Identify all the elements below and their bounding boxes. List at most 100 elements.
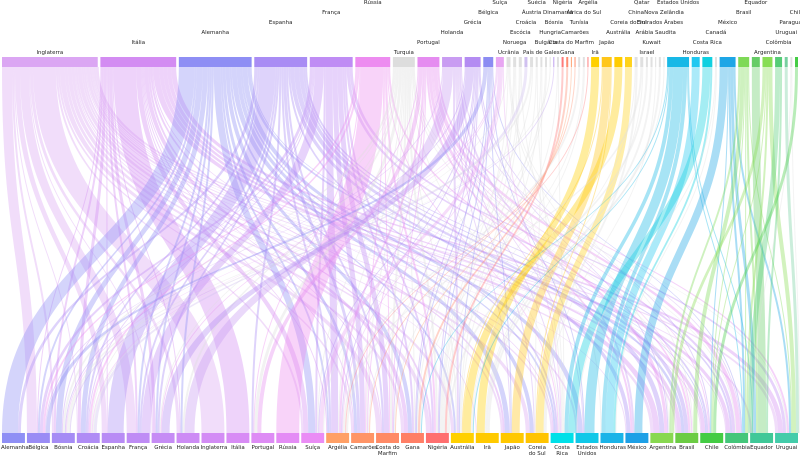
flow bbox=[520, 67, 602, 433]
source-node bbox=[578, 57, 581, 67]
flow bbox=[136, 67, 309, 433]
source-node bbox=[442, 57, 463, 67]
target-node bbox=[575, 433, 599, 443]
flow bbox=[387, 67, 559, 433]
source-node bbox=[762, 57, 773, 67]
flow bbox=[29, 67, 180, 433]
flow bbox=[225, 67, 412, 433]
source-node bbox=[691, 57, 700, 67]
flow bbox=[746, 67, 769, 433]
flow bbox=[441, 67, 520, 433]
flow bbox=[75, 67, 503, 433]
source-node bbox=[561, 57, 564, 67]
target-label: Croácia bbox=[77, 445, 99, 451]
target-node bbox=[650, 433, 674, 443]
flow bbox=[247, 67, 685, 433]
flow bbox=[687, 67, 744, 433]
flow bbox=[315, 67, 326, 433]
flow bbox=[367, 67, 426, 433]
flow bbox=[568, 67, 711, 433]
source-label: Turquia bbox=[393, 50, 414, 56]
source-node bbox=[513, 57, 517, 67]
source-label: Noruega bbox=[502, 40, 527, 46]
source-label: Suécia bbox=[527, 0, 546, 6]
target-node bbox=[625, 433, 649, 443]
flow bbox=[141, 67, 328, 433]
flow bbox=[89, 67, 678, 433]
target-label: Costa Rica bbox=[554, 445, 570, 455]
flow bbox=[155, 67, 212, 433]
flow bbox=[479, 67, 711, 433]
target-label: Japão bbox=[504, 445, 520, 451]
flow bbox=[66, 67, 533, 433]
flow bbox=[461, 67, 603, 433]
target-label: Espanha bbox=[101, 445, 125, 451]
flow bbox=[437, 67, 790, 433]
flow bbox=[251, 67, 282, 433]
flow bbox=[112, 67, 181, 433]
flow bbox=[428, 67, 668, 433]
source-label: Grécia bbox=[463, 20, 482, 26]
flow bbox=[142, 67, 355, 433]
source-label: Arábia Saudita bbox=[635, 30, 676, 36]
target-label: Equador bbox=[750, 445, 774, 451]
flow bbox=[509, 67, 694, 433]
source-label: Japão bbox=[599, 40, 615, 46]
flow bbox=[751, 67, 767, 433]
flow bbox=[394, 67, 547, 433]
flow bbox=[753, 67, 792, 433]
source-node bbox=[495, 57, 504, 67]
flow bbox=[768, 67, 797, 433]
flow bbox=[460, 67, 542, 433]
source-label: Ucrânia bbox=[497, 50, 520, 56]
flow bbox=[417, 67, 569, 433]
flow bbox=[86, 67, 654, 433]
flow bbox=[107, 67, 138, 433]
flow bbox=[471, 67, 665, 433]
flow bbox=[432, 67, 710, 433]
flow bbox=[437, 67, 479, 433]
flow bbox=[253, 67, 361, 433]
flow bbox=[455, 67, 511, 433]
flow bbox=[730, 67, 757, 433]
source-label: Qatar bbox=[634, 0, 650, 6]
flow bbox=[415, 67, 489, 433]
flow bbox=[492, 67, 743, 433]
target-label: Argentina bbox=[649, 445, 677, 451]
flow bbox=[745, 67, 747, 433]
target-label: Chile bbox=[704, 445, 719, 451]
source-label: Equador bbox=[744, 0, 768, 6]
flow bbox=[74, 67, 477, 433]
flow bbox=[410, 67, 560, 433]
target-label: Nigéria bbox=[427, 445, 448, 451]
flow bbox=[342, 67, 414, 433]
flow bbox=[388, 67, 691, 433]
target-node bbox=[326, 433, 350, 443]
flow bbox=[90, 67, 396, 433]
source-node bbox=[549, 57, 551, 67]
target-label: Grécia bbox=[154, 445, 172, 451]
target-label: França bbox=[129, 445, 148, 451]
target-label: Argélia bbox=[328, 445, 348, 451]
source-node bbox=[254, 57, 308, 67]
flow bbox=[288, 67, 558, 433]
target-label: Portugal bbox=[251, 445, 275, 451]
source-node bbox=[392, 57, 415, 67]
flow bbox=[80, 67, 208, 433]
flow bbox=[338, 67, 404, 433]
source-label: Nigéria bbox=[552, 0, 573, 6]
source-label: Costa Rica bbox=[692, 40, 722, 46]
flow bbox=[605, 67, 700, 433]
flow bbox=[184, 67, 454, 433]
flow bbox=[160, 67, 419, 433]
target-node bbox=[475, 433, 499, 443]
source-label: Chile bbox=[789, 10, 800, 16]
flow bbox=[392, 67, 427, 433]
target-label: Estados Unidos bbox=[576, 445, 598, 455]
flow bbox=[14, 67, 107, 433]
flow bbox=[491, 67, 585, 433]
flow bbox=[254, 67, 402, 433]
flow bbox=[791, 67, 800, 433]
flow bbox=[346, 67, 736, 433]
flow bbox=[458, 67, 584, 433]
